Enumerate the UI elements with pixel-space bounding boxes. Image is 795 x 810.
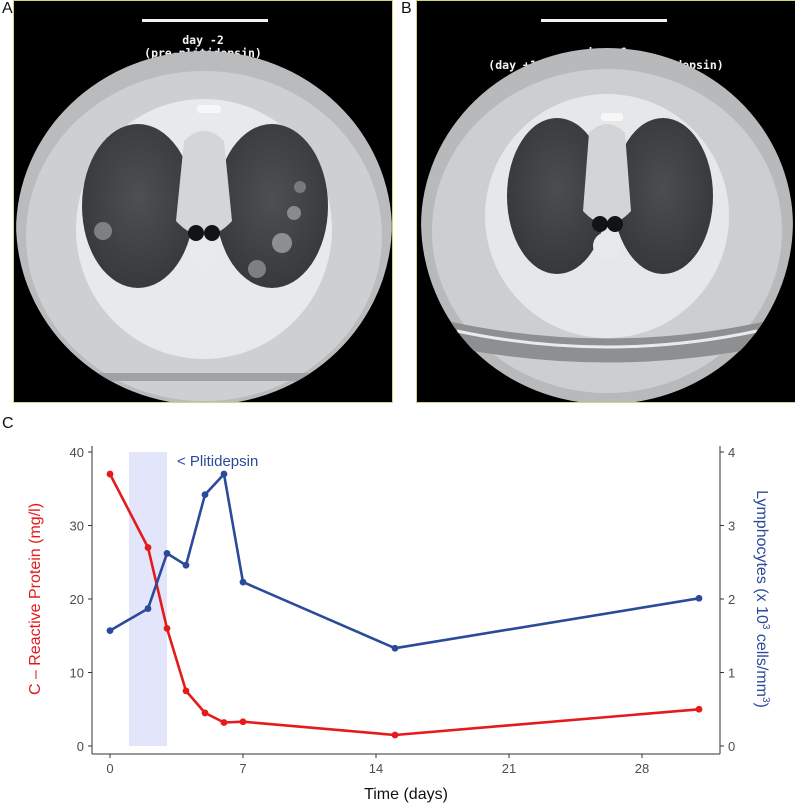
scale-bar-b <box>541 19 667 22</box>
x-tick-label: 28 <box>635 761 649 776</box>
right-y-tick-label: 3 <box>728 519 735 534</box>
crp-point <box>201 709 209 717</box>
plitidepsin-annotation: < Plitidepsin <box>177 453 258 470</box>
crp-series-line <box>108 473 700 737</box>
panel-letter-c: C <box>2 415 14 432</box>
lymphocyte-point <box>144 605 152 612</box>
crp-point <box>144 544 152 551</box>
right-y-ticks: 0 1 2 3 4 <box>720 445 735 754</box>
lymphocyte-point <box>391 644 399 652</box>
crp-point <box>106 470 114 478</box>
ct-scan-a: day -2 (pre-plitidepsin) <box>13 0 393 403</box>
x-tick-label: 0 <box>106 761 113 776</box>
lymphocyte-point <box>163 550 171 557</box>
left-y-tick-label: 30 <box>70 519 84 534</box>
scan-caption-a-line1: day -2 <box>182 33 224 47</box>
left-y-ticks: 0 10 20 30 40 <box>70 445 92 754</box>
x-tick-label: 21 <box>502 761 516 776</box>
right-label-mid: cells/mm <box>753 629 770 697</box>
lymphocyte-point <box>239 578 247 586</box>
series-layer <box>106 470 703 739</box>
crp-point <box>163 625 171 632</box>
left-y-tick-label: 0 <box>77 739 84 754</box>
right-label-suffix: ) <box>753 703 770 708</box>
lymphocyte-point <box>182 561 190 569</box>
left-y-tick-label: 10 <box>70 666 84 681</box>
right-y-tick-label: 2 <box>728 592 735 607</box>
lymphocyte-series-line <box>109 472 700 650</box>
crp-lymphocyte-chart: 0 10 20 30 40 0 1 2 3 4 0 7 14 21 28 < Plitidepsin T… <box>27 445 771 803</box>
scale-bar-a <box>142 19 268 22</box>
right-y-tick-label: 0 <box>728 739 735 754</box>
crp-point <box>239 718 247 726</box>
crp-point <box>391 731 399 739</box>
right-y-tick-label: 4 <box>728 445 735 460</box>
lymphocyte-point <box>106 627 114 635</box>
left-y-tick-label: 40 <box>70 445 84 460</box>
lymphocyte-point <box>695 594 703 602</box>
right-label-sup2: 3 <box>760 697 771 703</box>
ct-scan-b: day +6 (day +1 = 1st dose of plitidepsin… <box>416 0 795 403</box>
right-y-axis-label: Lymphocytes (x 103 cells/mm3) <box>753 490 771 708</box>
right-label-prefix: Lymphocytes (x 10 <box>753 490 770 624</box>
x-tick-label: 7 <box>239 761 246 776</box>
ct-image-a <box>16 51 392 402</box>
left-y-axis-label: C – Reactive Protein (mg/l) <box>27 503 44 695</box>
right-y-tick-label: 1 <box>728 666 735 681</box>
x-ticks: 0 7 14 21 28 <box>106 754 649 776</box>
right-label-sup1: 3 <box>760 624 771 630</box>
crp-point <box>695 705 703 713</box>
x-axis-label: Time (days) <box>364 786 448 803</box>
left-y-tick-label: 20 <box>70 592 84 607</box>
ct-image-b <box>421 48 793 402</box>
x-tick-label: 14 <box>369 761 383 776</box>
lymphocyte-point <box>201 491 209 499</box>
panel-letter-a: A <box>2 0 13 17</box>
crp-point <box>220 719 228 726</box>
lymphocyte-point <box>220 470 228 478</box>
panel-letter-b: B <box>401 0 412 17</box>
crp-point <box>182 687 190 695</box>
